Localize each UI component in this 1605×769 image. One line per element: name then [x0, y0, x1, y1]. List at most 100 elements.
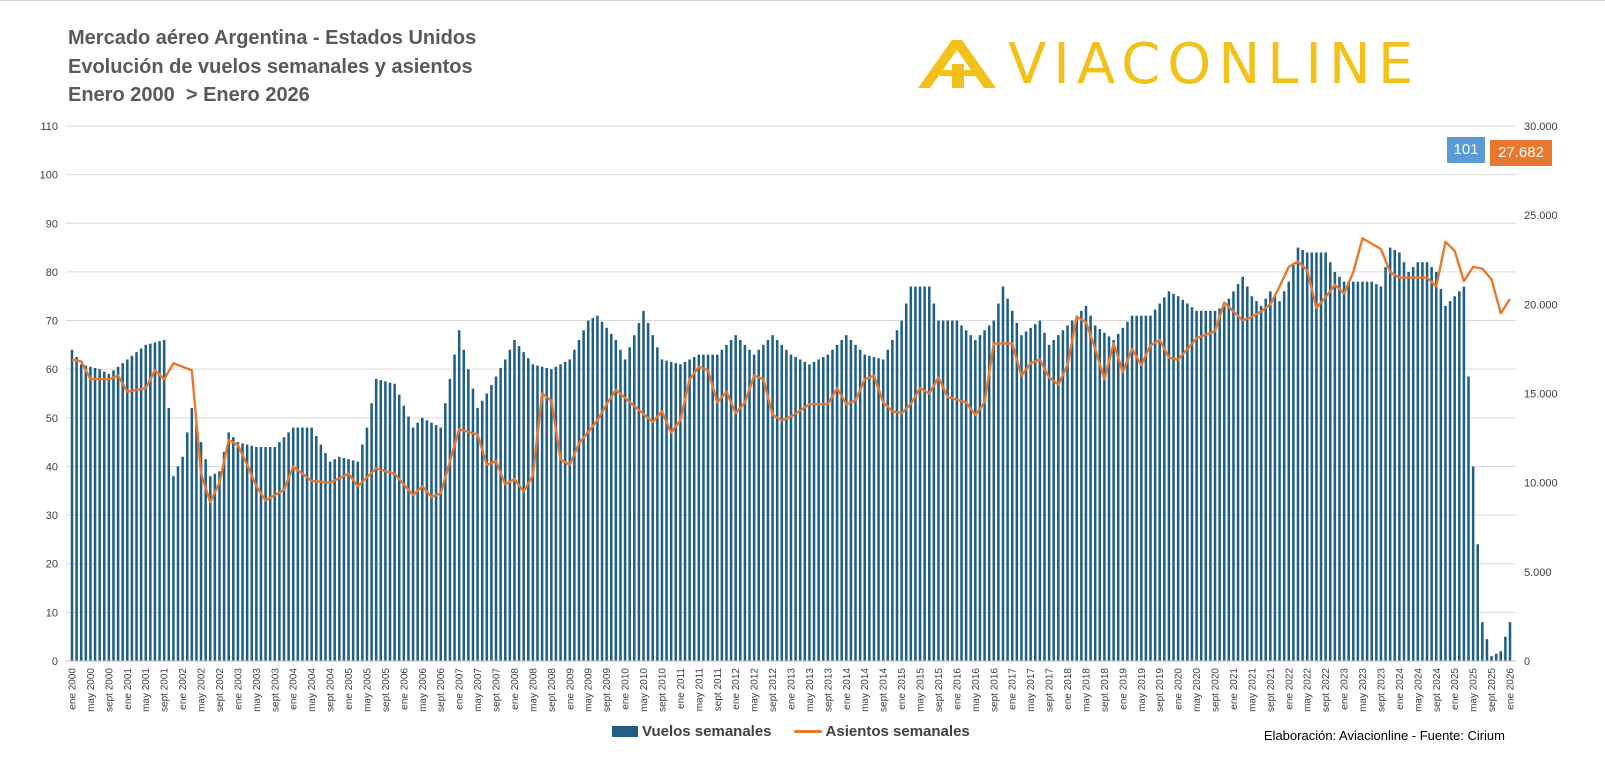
flights-bar — [1006, 298, 1009, 661]
flights-bar — [305, 427, 309, 661]
chart-date-range: Enero 2000 > Enero 2026 — [68, 84, 310, 106]
x-tick-label: ene 2016 — [952, 668, 963, 710]
flights-bar — [577, 340, 581, 661]
flights-bar — [1075, 315, 1079, 661]
flights-bar — [112, 370, 115, 661]
flights-bar — [176, 466, 180, 661]
flights-bar — [1328, 262, 1332, 661]
flights-bar — [669, 361, 673, 661]
x-tick-label: ene 2003 — [233, 668, 244, 710]
flights-bar — [720, 349, 724, 661]
flights-bar — [1319, 252, 1323, 661]
flights-bar — [476, 408, 479, 661]
flights-bar — [1186, 303, 1189, 661]
flights-bar — [397, 394, 401, 661]
flights-bar — [1453, 296, 1456, 661]
aviacionline-logo: VIACONLINE — [918, 30, 1518, 100]
flights-bar — [499, 367, 502, 661]
flights-bar — [1126, 321, 1129, 661]
flights-bar — [522, 352, 525, 661]
flights-bar — [1430, 267, 1433, 661]
flights-bar — [1190, 307, 1194, 661]
flights-bar — [1010, 310, 1014, 661]
x-tick-label: may 2006 — [418, 668, 429, 712]
flights-bar — [591, 318, 595, 661]
flights-bar — [573, 349, 576, 661]
x-tick-label: may 2017 — [1026, 668, 1037, 712]
flights-bar — [172, 476, 175, 661]
flights-bar — [785, 349, 788, 661]
flights-bar — [347, 459, 350, 661]
flights-bar — [374, 378, 378, 661]
flights-bar — [997, 303, 1000, 661]
x-tick-label: sept 2012 — [768, 668, 779, 712]
flights-bar — [656, 347, 659, 661]
x-tick-label: sept 2015 — [934, 668, 945, 712]
x-tick-label: may 2018 — [1081, 668, 1092, 712]
x-tick-label: sept 2011 — [713, 668, 724, 712]
x-tick-label: sept 2002 — [215, 668, 226, 712]
flights-bar — [126, 359, 129, 661]
y-left-tick-label: 0 — [52, 656, 58, 668]
flights-bar — [195, 425, 198, 661]
flights-bar — [328, 461, 332, 661]
flights-bar — [734, 335, 737, 661]
flights-bar — [1370, 281, 1373, 661]
flights-bar — [1352, 281, 1355, 661]
flights-bar — [273, 447, 277, 661]
flights-bar — [1301, 250, 1304, 661]
flights-bar — [356, 461, 360, 661]
y-right-tick-label: 0 — [1524, 656, 1530, 668]
x-tick-label: ene 2019 — [1118, 668, 1129, 710]
seats-line — [71, 237, 1512, 504]
flights-bar — [1167, 291, 1171, 661]
flights-bar — [144, 344, 148, 661]
flights-bar — [1153, 309, 1157, 661]
flights-bar — [421, 417, 424, 661]
flights-bar — [1121, 327, 1125, 661]
flights-bar — [849, 340, 853, 661]
x-tick-label: sept 2004 — [326, 668, 337, 712]
x-tick-label: sept 2010 — [657, 668, 668, 712]
flights-bar — [1324, 252, 1327, 661]
flights-bar — [1485, 639, 1489, 661]
flights-bar — [725, 344, 728, 661]
x-tick-label: ene 2007 — [455, 668, 466, 710]
flights-bar — [1494, 653, 1498, 661]
flights-bar — [287, 432, 290, 661]
flights-bar — [946, 320, 949, 661]
flights-bar — [1089, 315, 1092, 661]
flights-bar — [835, 344, 839, 661]
flights-bar — [881, 359, 885, 661]
flights-bar — [1130, 315, 1134, 661]
flights-bar — [762, 344, 765, 661]
flights-bar — [1103, 332, 1106, 661]
flights-bar — [190, 408, 194, 661]
x-tick-label: ene 2005 — [344, 668, 355, 710]
flights-bar — [199, 442, 203, 661]
flights-bar — [1093, 325, 1097, 661]
flights-bar — [351, 460, 355, 662]
flights-bar — [93, 367, 97, 661]
x-tick-label: sept 2024 — [1432, 668, 1443, 712]
flights-bar — [480, 400, 484, 661]
x-tick-label: may 2001 — [141, 668, 152, 712]
x-tick-label: sept 2013 — [823, 668, 834, 712]
flights-bar — [162, 340, 166, 661]
flights-bar — [748, 349, 751, 661]
y-left-tick-label: 80 — [46, 267, 58, 279]
x-tick-label: sept 2022 — [1321, 668, 1332, 712]
flights-bar — [467, 369, 470, 661]
flights-bar — [1052, 340, 1055, 661]
flights-bar — [688, 359, 691, 661]
flights-bar — [651, 335, 654, 661]
flights-bar — [964, 330, 968, 661]
flights-bar — [342, 457, 346, 661]
flights-bar — [416, 422, 419, 661]
flights-bar — [185, 432, 189, 661]
flights-bar — [1107, 336, 1111, 661]
flights-bar — [1149, 315, 1152, 661]
flights-bar — [79, 364, 83, 661]
flights-bar — [1116, 333, 1120, 661]
